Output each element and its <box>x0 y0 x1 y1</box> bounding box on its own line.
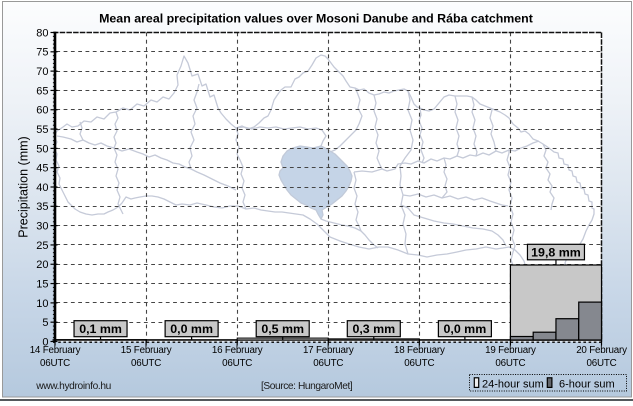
svg-text:15: 15 <box>36 278 48 290</box>
svg-text:06UTC: 06UTC <box>313 358 343 369</box>
svg-text:Mean areal precipitation value: Mean areal precipitation values over Mos… <box>99 12 533 26</box>
svg-text:24-hour sum: 24-hour sum <box>482 378 544 390</box>
svg-text:10: 10 <box>36 298 48 310</box>
svg-text:06UTC: 06UTC <box>222 358 252 369</box>
svg-text:55: 55 <box>36 124 48 136</box>
svg-text:0,0 mm: 0,0 mm <box>444 322 487 336</box>
svg-text:19 February: 19 February <box>485 345 536 356</box>
svg-text:70: 70 <box>36 66 48 78</box>
svg-text:50: 50 <box>36 143 48 155</box>
svg-text:[Source: HungaroMet]: [Source: HungaroMet] <box>261 381 353 392</box>
svg-text:15 February: 15 February <box>121 345 172 356</box>
svg-text:14 February: 14 February <box>30 345 81 356</box>
svg-text:0,5 mm: 0,5 mm <box>261 322 304 336</box>
svg-text:80: 80 <box>36 27 48 39</box>
svg-text:0,3 mm: 0,3 mm <box>352 322 395 336</box>
svg-text:20: 20 <box>36 259 48 271</box>
svg-text:5: 5 <box>42 317 48 329</box>
svg-text:0,1 mm: 0,1 mm <box>79 322 122 336</box>
svg-text:18 February: 18 February <box>394 345 445 356</box>
svg-text:40: 40 <box>36 182 48 194</box>
svg-text:25: 25 <box>36 240 48 252</box>
svg-text:16 February: 16 February <box>212 345 263 356</box>
svg-text:www.hydroinfo.hu: www.hydroinfo.hu <box>35 381 111 392</box>
svg-text:06UTC: 06UTC <box>40 358 70 369</box>
svg-text:19,8 mm: 19,8 mm <box>531 246 581 260</box>
svg-text:06UTC: 06UTC <box>586 358 616 369</box>
svg-text:30: 30 <box>36 221 48 233</box>
svg-text:75: 75 <box>36 47 48 59</box>
svg-text:0,0 mm: 0,0 mm <box>170 322 213 336</box>
svg-text:35: 35 <box>36 201 48 213</box>
svg-text:20 February: 20 February <box>576 345 627 356</box>
svg-text:06UTC: 06UTC <box>495 358 525 369</box>
svg-text:65: 65 <box>36 85 48 97</box>
svg-text:60: 60 <box>36 105 48 117</box>
svg-text:45: 45 <box>36 163 48 175</box>
svg-text:06UTC: 06UTC <box>404 358 434 369</box>
svg-text:6-hour sum: 6-hour sum <box>559 378 615 390</box>
svg-text:Precipitation (mm): Precipitation (mm) <box>17 136 31 237</box>
svg-text:06UTC: 06UTC <box>131 358 161 369</box>
svg-text:17 February: 17 February <box>303 345 354 356</box>
